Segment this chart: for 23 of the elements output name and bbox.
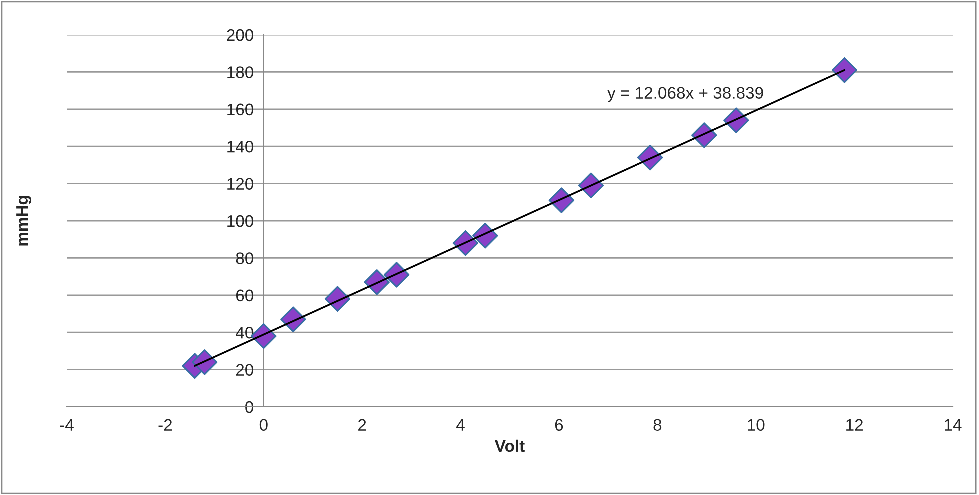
y-tick-label: 60	[236, 290, 254, 302]
x-tick-label: -4	[60, 419, 74, 431]
y-tick-label: 80	[236, 252, 254, 264]
y-tick-label: 200	[227, 29, 254, 42]
y-tick-label: 120	[228, 178, 254, 190]
x-tick-label: 2	[358, 419, 366, 431]
x-tick-label: 4	[456, 419, 465, 431]
x-tick-label: 14	[945, 419, 962, 431]
y-tick-label: 100	[228, 215, 254, 228]
x-tick-label: -2	[158, 419, 172, 431]
annotation: y = 12.068x + 38.839	[608, 87, 764, 102]
y-axis-title: mmHg	[16, 196, 32, 246]
y-tick-label: 140	[228, 141, 254, 153]
point	[832, 57, 858, 84]
x-tick-label: 0	[260, 419, 268, 432]
x-tick-label: 10	[748, 419, 765, 432]
x-tick-label: 8	[654, 419, 662, 432]
y-tick-label: 20	[236, 364, 254, 376]
x-axis-title: Volt	[494, 440, 525, 452]
x-tick-label: 6	[555, 419, 564, 432]
y-tick-label: 180	[228, 66, 254, 78]
y-tick-label: 160	[228, 104, 254, 116]
x-tick-label: 12	[846, 419, 863, 431]
